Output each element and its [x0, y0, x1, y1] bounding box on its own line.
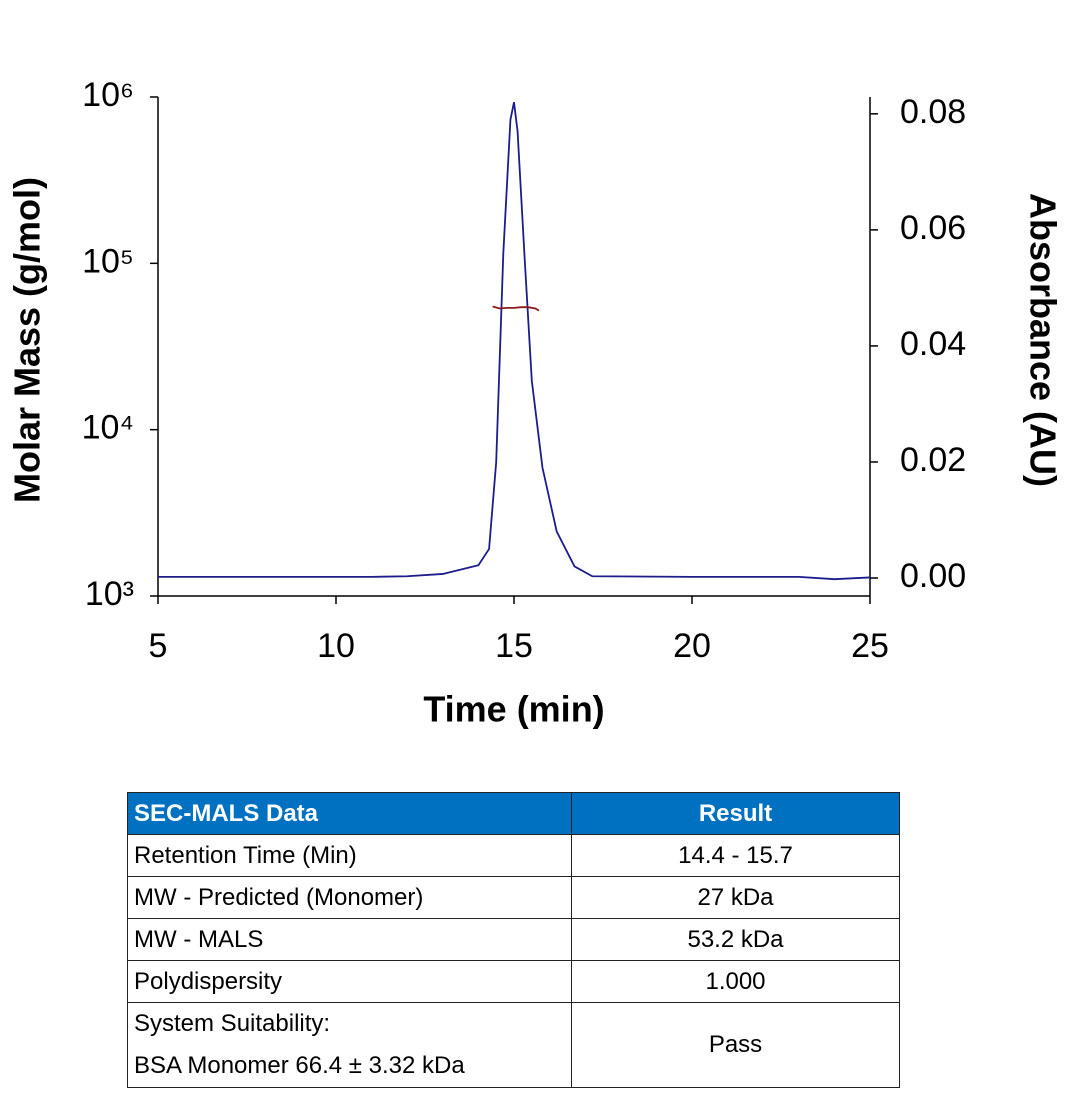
y-axis-title: Molar Mass (g/mol) — [7, 177, 48, 503]
y2-tick-label: 0.00 — [900, 557, 966, 595]
y2-tick-label: 0.06 — [900, 209, 966, 247]
series-line — [158, 102, 871, 581]
y-tick-label: 10⁴ — [82, 409, 134, 447]
header-cell: Result — [571, 792, 900, 835]
y2-axis-title: Absorbance (AU) — [1022, 193, 1063, 487]
table-row: Retention Time (Min) 14.4 - 15.7 — [127, 834, 900, 877]
x-tick-label: 10 — [317, 627, 355, 665]
y-tick-label: 10⁶ — [82, 76, 134, 114]
label-cell: System Suitability: BSA Monomer 66.4 ± 3.… — [127, 1002, 572, 1088]
label-text: MW - Predicted (Monomer) — [134, 883, 424, 911]
result-cell: 53.2 kDa — [571, 918, 900, 961]
label-cell: Retention Time (Min) — [127, 834, 572, 877]
label-cell: Polydispersity — [127, 960, 572, 1003]
y2-tick-label: 0.02 — [900, 441, 966, 479]
y-tick-label: 10³ — [85, 575, 134, 613]
x-tick-label: 20 — [673, 627, 711, 665]
result-cell: 27 kDa — [571, 876, 900, 919]
x-axis-title: Time (min) — [423, 689, 604, 730]
label-cell: MW - Predicted (Monomer) — [127, 876, 572, 919]
table-row: Polydispersity 1.000 — [127, 960, 900, 1003]
x-tick-label: 25 — [851, 627, 889, 665]
label-text: Retention Time (Min) — [134, 841, 357, 869]
label-text: BSA Monomer 66.4 ± 3.32 kDa — [134, 1052, 465, 1079]
header-cell: SEC-MALS Data — [127, 792, 572, 835]
result-cell: 14.4 - 15.7 — [571, 834, 900, 877]
table-row: System Suitability: BSA Monomer 66.4 ± 3.… — [127, 1002, 900, 1088]
result-cell: Pass — [571, 1002, 900, 1088]
chart: Time (min) Molar Mass (g/mol) Absorbance… — [7, 76, 1064, 730]
series-line — [492, 305, 540, 312]
label-cell: MW - MALS — [127, 918, 572, 961]
y2-tick-label: 0.08 — [900, 93, 966, 131]
x-tick-label: 15 — [495, 627, 533, 665]
label-text: System Suitability: — [134, 1010, 331, 1037]
table-row: MW - Predicted (Monomer) 27 kDa — [127, 876, 900, 919]
x-tick-label: 5 — [149, 627, 168, 665]
y-tick-label: 10⁵ — [82, 242, 134, 280]
label-text: MW - MALS — [134, 925, 264, 953]
results-table: SEC-MALS Data Result Retention Time (Min… — [127, 792, 900, 1088]
table-row: MW - MALS 53.2 kDa — [127, 918, 900, 961]
y2-tick-label: 0.04 — [900, 325, 966, 363]
label-text: Polydispersity — [134, 967, 283, 995]
result-cell: 1.000 — [571, 960, 900, 1003]
